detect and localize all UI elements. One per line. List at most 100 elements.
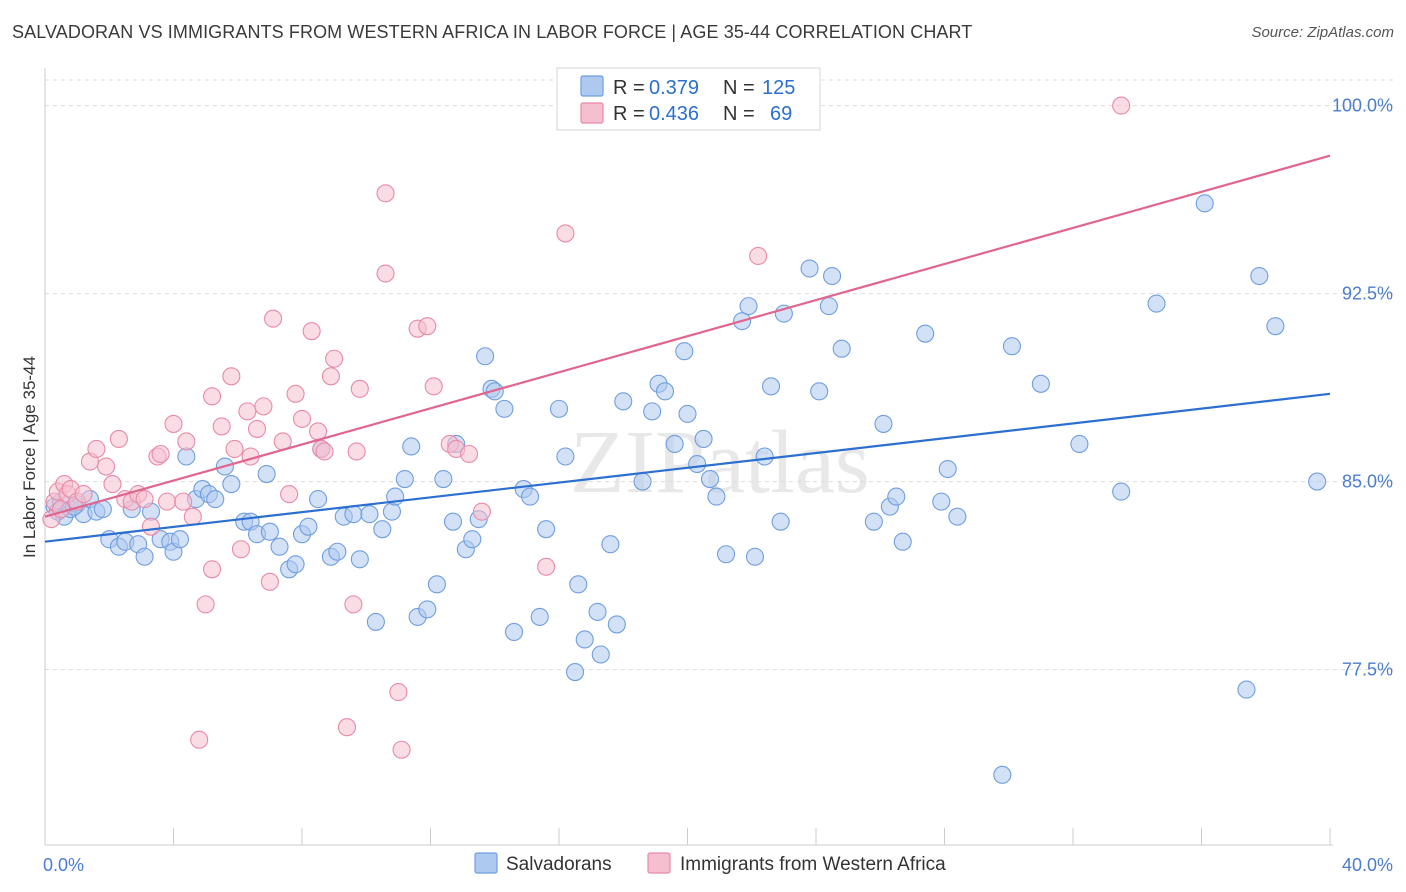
- point-western-africa: [141, 517, 161, 536]
- point-salvadorans: [739, 297, 758, 316]
- point-western-africa: [135, 490, 154, 509]
- legend-n-value-1: 125: [762, 77, 795, 99]
- point-western-africa: [247, 419, 267, 438]
- y-tick-label: 85.0%: [1342, 472, 1393, 492]
- point-western-africa: [177, 432, 196, 451]
- trend-line-salvadorans: [44, 392, 1331, 543]
- point-salvadorans: [819, 297, 838, 316]
- trend-lines: [44, 154, 1331, 543]
- point-salvadorans: [309, 490, 328, 509]
- point-salvadorans: [566, 663, 585, 682]
- point-western-africa: [347, 442, 366, 461]
- point-salvadorans: [678, 404, 697, 423]
- point-salvadorans: [270, 537, 289, 556]
- legend-bottom-label-salvadorans: Salvadorans: [506, 854, 612, 875]
- point-western-africa: [302, 322, 321, 341]
- point-salvadorans: [675, 342, 694, 361]
- point-western-africa: [556, 224, 575, 243]
- legend-n-label-2: N =: [723, 103, 755, 125]
- point-western-africa: [231, 540, 251, 559]
- point-salvadorans: [823, 266, 842, 286]
- legend-swatch-blue: [580, 75, 604, 97]
- point-salvadorans: [286, 555, 305, 574]
- point-salvadorans: [530, 607, 549, 626]
- point-western-africa: [264, 309, 283, 328]
- point-salvadorans: [1147, 294, 1166, 313]
- point-western-africa: [749, 246, 768, 266]
- legend-n-value-2: 69: [770, 103, 792, 125]
- point-western-africa: [292, 409, 312, 428]
- point-salvadorans: [135, 547, 154, 566]
- point-western-africa: [472, 502, 491, 521]
- legend-swatch-pink: [580, 102, 604, 124]
- point-salvadorans: [443, 512, 463, 531]
- point-western-africa: [109, 429, 128, 449]
- point-salvadorans: [948, 507, 967, 526]
- point-salvadorans: [537, 520, 556, 539]
- correlation-legend: R = 0.379 N = 125 R = 0.436 N = 69: [556, 67, 821, 131]
- point-salvadorans: [716, 545, 736, 564]
- point-salvadorans: [360, 505, 379, 524]
- point-salvadorans: [761, 377, 781, 396]
- point-salvadorans: [707, 487, 726, 506]
- point-western-africa: [325, 349, 344, 368]
- x-tick-label-max: 40.0%: [1342, 855, 1393, 875]
- y-axis-label: In Labor Force | Age 35-44: [20, 356, 39, 558]
- point-salvadorans: [350, 550, 369, 569]
- point-salvadorans: [755, 447, 774, 466]
- axes: [44, 68, 1333, 846]
- point-salvadorans: [700, 470, 720, 489]
- point-salvadorans: [434, 470, 453, 489]
- y-tick-label: 100.0%: [1332, 96, 1393, 116]
- point-salvadorans: [800, 259, 819, 278]
- point-salvadorans: [418, 600, 437, 619]
- point-salvadorans: [556, 447, 575, 466]
- point-salvadorans: [1250, 266, 1269, 286]
- point-salvadorans: [1002, 337, 1022, 356]
- point-salvadorans: [1237, 680, 1256, 699]
- point-salvadorans: [588, 602, 607, 621]
- point-western-africa: [315, 442, 334, 461]
- point-western-africa: [203, 387, 222, 406]
- point-salvadorans: [745, 547, 765, 566]
- point-salvadorans: [476, 347, 495, 366]
- chart-title: SALVADORAN VS IMMIGRANTS FROM WESTERN AF…: [12, 22, 973, 42]
- legend-n-label-1: N =: [723, 77, 755, 99]
- point-salvadorans: [874, 414, 893, 433]
- point-salvadorans: [382, 502, 402, 521]
- point-western-africa: [164, 414, 183, 433]
- legend-r-value-2: 0.436: [649, 103, 699, 125]
- point-salvadorans: [569, 575, 588, 594]
- point-salvadorans: [601, 535, 620, 554]
- point-salvadorans: [1031, 374, 1050, 393]
- point-salvadorans: [688, 454, 707, 474]
- point-salvadorans: [395, 470, 414, 489]
- point-salvadorans: [916, 324, 935, 343]
- point-salvadorans: [495, 399, 514, 418]
- y-tick-labels: 77.5% 85.0% 92.5% 100.0%: [1332, 96, 1393, 680]
- point-salvadorans: [655, 382, 675, 401]
- point-western-africa: [344, 595, 363, 614]
- point-western-africa: [183, 507, 202, 526]
- point-salvadorans: [206, 490, 225, 509]
- y-tick-label: 77.5%: [1342, 660, 1393, 680]
- point-salvadorans: [893, 532, 912, 551]
- point-salvadorans: [328, 542, 347, 561]
- point-salvadorans: [832, 339, 851, 358]
- legend-r-label-2: R =: [613, 103, 645, 125]
- point-western-africa: [280, 485, 299, 504]
- point-salvadorans: [344, 505, 363, 524]
- gridlines: [45, 79, 1393, 671]
- point-western-africa: [203, 560, 222, 579]
- point-salvadorans: [177, 447, 196, 466]
- point-western-africa: [254, 397, 273, 416]
- point-salvadorans: [299, 517, 318, 536]
- point-western-africa: [74, 485, 93, 504]
- point-salvadorans: [1308, 472, 1327, 491]
- point-salvadorans: [373, 520, 392, 539]
- point-western-africa: [52, 500, 71, 519]
- point-salvadorans: [222, 475, 241, 494]
- point-western-africa: [321, 367, 340, 386]
- point-western-africa: [350, 379, 369, 398]
- point-western-africa: [389, 683, 408, 702]
